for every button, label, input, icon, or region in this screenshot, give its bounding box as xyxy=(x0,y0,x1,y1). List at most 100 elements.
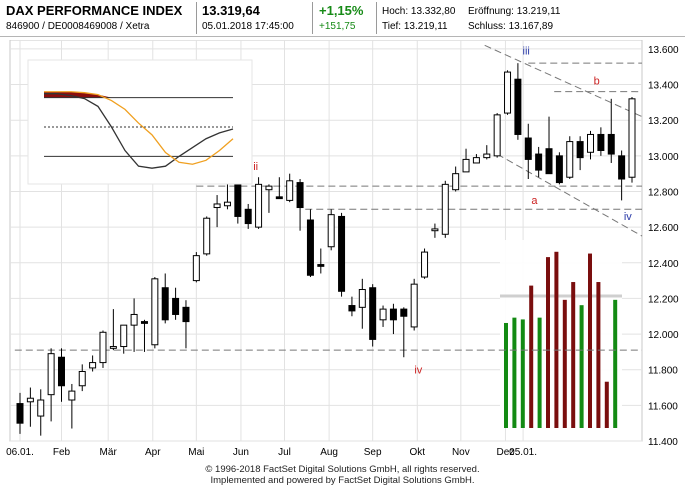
candle-body xyxy=(618,155,626,180)
candle-body xyxy=(192,255,200,282)
candle-body xyxy=(286,180,294,201)
day-high: Hoch: 13.332,80 xyxy=(382,6,456,17)
volume-bar xyxy=(562,299,567,428)
candle-body xyxy=(410,283,418,328)
candle-body xyxy=(37,399,45,417)
x-tick-label: Mai xyxy=(188,447,204,458)
quote-header: DAX PERFORMANCE INDEX 846900 / DE0008469… xyxy=(0,0,685,36)
candle-body xyxy=(441,183,449,235)
candle-body xyxy=(99,331,107,364)
candle-body xyxy=(472,157,480,164)
prev-close: Schluss: 13.167,89 xyxy=(468,21,554,32)
candle-body xyxy=(57,356,65,387)
header-divider xyxy=(196,2,197,34)
wave-label: iii xyxy=(251,161,258,173)
indicator-line-slow xyxy=(44,91,234,165)
candle-body xyxy=(47,353,55,396)
candle-body xyxy=(483,153,491,159)
volume-bar xyxy=(613,299,618,428)
candle-body xyxy=(493,114,501,157)
day-low: Tief: 13.219,11 xyxy=(382,21,448,32)
candle-body xyxy=(607,133,615,155)
trend-line xyxy=(496,153,643,237)
candle-body xyxy=(161,287,169,321)
y-tick-label: 13.400 xyxy=(648,81,679,92)
wave-label: iv xyxy=(624,211,632,223)
candle-body xyxy=(555,155,563,184)
day-open: Eröffnung: 13.219,11 xyxy=(468,6,561,17)
candle-body xyxy=(452,173,460,191)
price-chart: 11.400 11.600 11.800 12.000 12.200 12.400 12.6… xyxy=(6,40,679,458)
candle-body xyxy=(545,148,553,175)
candle-body xyxy=(130,313,138,326)
candle-body xyxy=(576,141,584,159)
volume-bar xyxy=(512,317,517,428)
volume-bar xyxy=(537,317,542,428)
volume-bar xyxy=(604,381,609,428)
header-underline xyxy=(0,36,685,37)
candle-body xyxy=(89,362,97,369)
candle-body xyxy=(587,133,595,153)
indicator-line-fast xyxy=(44,93,234,169)
y-tick-label: 12.200 xyxy=(648,294,679,305)
candle-body xyxy=(109,346,117,349)
instrument-name: DAX PERFORMANCE INDEX xyxy=(6,3,183,18)
indicator-overbought-fill xyxy=(44,91,233,98)
candle-body xyxy=(182,306,190,323)
volume-bar xyxy=(579,305,584,428)
candle-body xyxy=(265,185,273,191)
candle-body xyxy=(78,370,86,387)
x-tick-label: Dez xyxy=(497,447,515,458)
candle-body xyxy=(504,71,512,114)
candle-body xyxy=(26,397,34,403)
volume-bar xyxy=(596,282,601,428)
candle-body xyxy=(172,297,180,315)
candle-body xyxy=(255,183,263,228)
change-percent: +1,15% xyxy=(319,3,364,18)
wave-label: iii xyxy=(523,45,530,57)
candle-body xyxy=(306,219,314,276)
candle-body xyxy=(296,182,304,209)
x-tick-label: Aug xyxy=(320,447,338,458)
wave-label: iv xyxy=(414,364,422,376)
volume-bar xyxy=(588,253,592,428)
y-tick-label: 12.600 xyxy=(648,223,679,234)
indicator-panel xyxy=(27,59,253,185)
x-tick-label: Mär xyxy=(100,447,118,458)
candle-body xyxy=(421,251,429,278)
volume-bar xyxy=(520,319,525,428)
y-tick-label: 13.200 xyxy=(648,116,679,127)
y-tick-label: 11.800 xyxy=(648,366,678,377)
candle-body xyxy=(369,287,377,340)
y-tick-label: 12.800 xyxy=(648,187,679,198)
y-tick-label: 13.600 xyxy=(648,45,679,56)
candle-body xyxy=(431,228,439,232)
candle-body xyxy=(213,203,221,209)
candle-body xyxy=(16,403,24,424)
candle-body xyxy=(400,308,408,317)
candle-body xyxy=(514,78,522,135)
volume-bar xyxy=(554,251,559,428)
y-tick-label: 11.600 xyxy=(648,401,678,412)
quote-datetime: 05.01.2018 17:45:00 xyxy=(202,21,294,32)
volume-bar xyxy=(546,257,550,428)
candle-body xyxy=(358,289,366,308)
candle-body xyxy=(68,390,76,401)
candle-body xyxy=(317,264,325,267)
candle-body xyxy=(597,133,605,151)
volume-bar xyxy=(504,322,508,428)
candle-body xyxy=(524,137,532,160)
volume-panel xyxy=(500,240,622,428)
trend-line xyxy=(484,44,643,118)
x-tick-label: 06.01. xyxy=(6,447,34,458)
candle-body xyxy=(566,141,574,178)
candle-body xyxy=(234,183,242,217)
candle-body xyxy=(223,201,231,207)
candle-body xyxy=(338,215,346,292)
x-tick-label: Apr xyxy=(145,447,161,458)
wave-label: b xyxy=(594,76,600,88)
x-tick-label: 05.01. xyxy=(509,447,537,458)
powered-by-text: Implemented and powered by FactSet Digit… xyxy=(210,475,475,486)
copyright-text: © 1996-2018 FactSet Digital Solutions Gm… xyxy=(205,464,480,475)
x-tick-label: Okt xyxy=(410,447,426,458)
